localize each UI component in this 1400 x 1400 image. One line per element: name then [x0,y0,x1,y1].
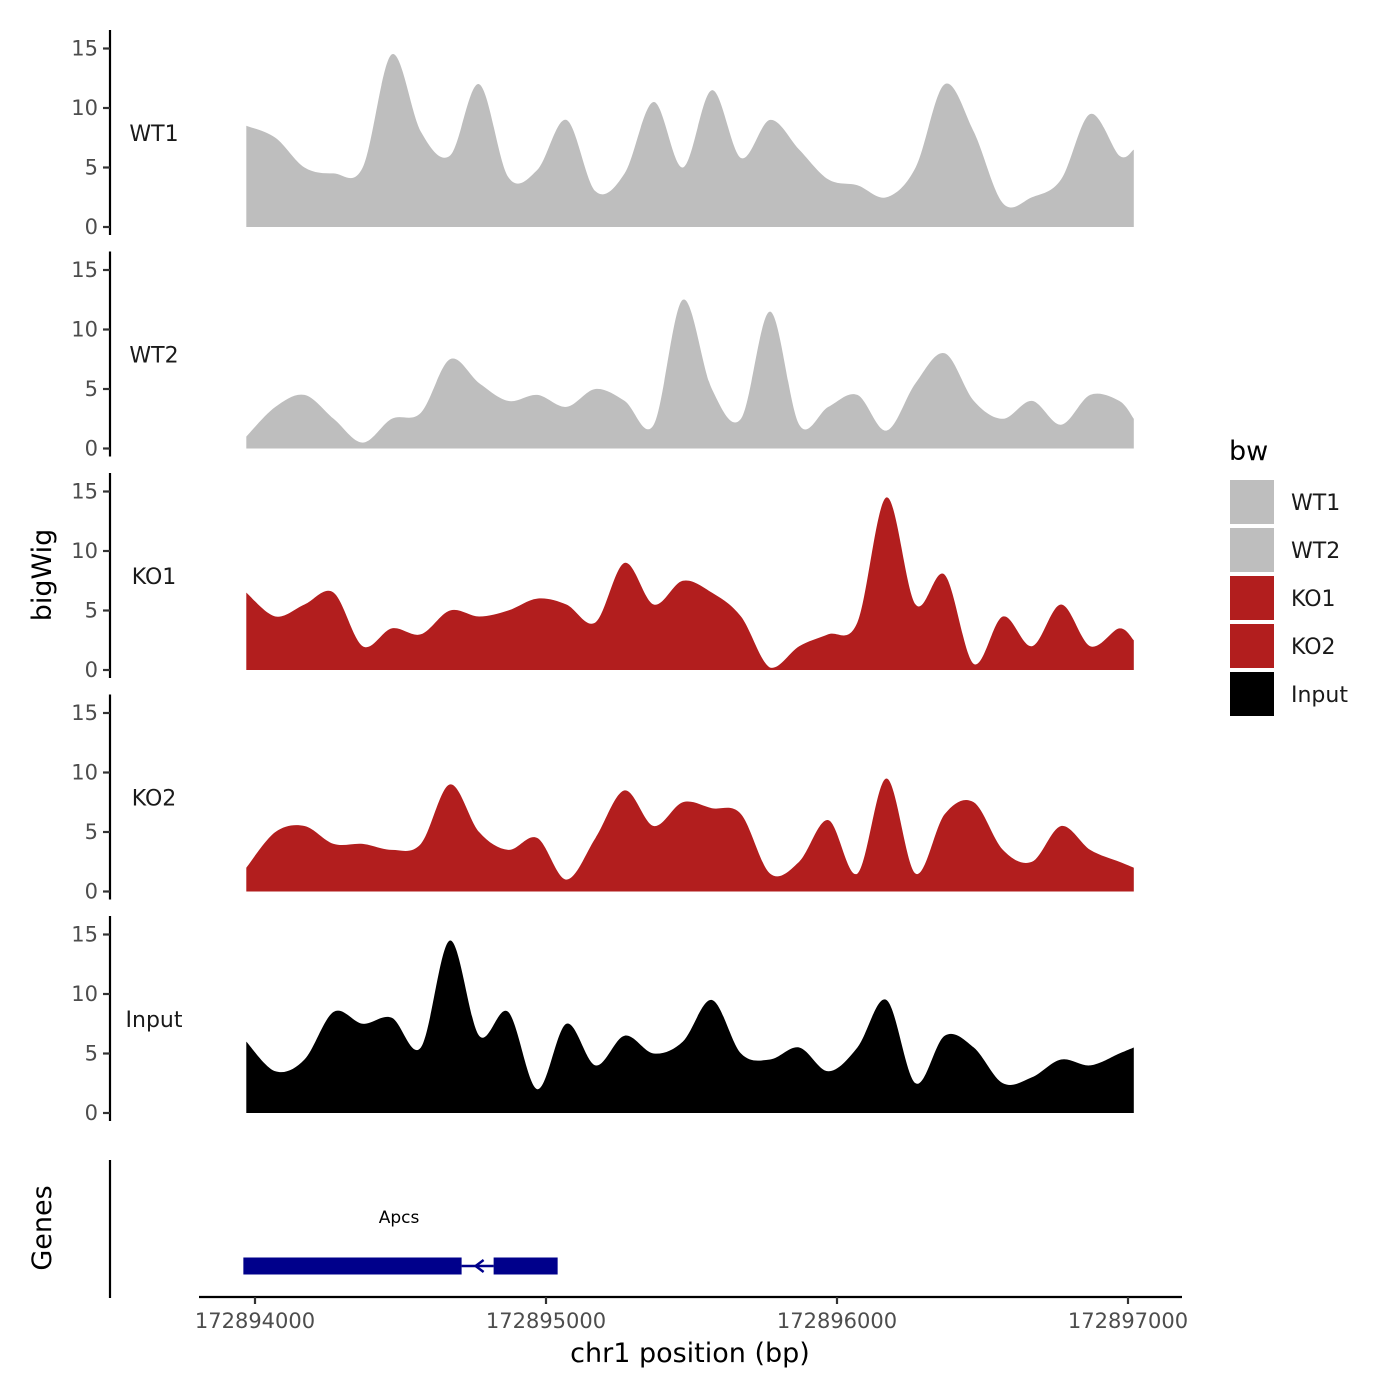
x-tick-label: 172896000 [777,1309,897,1333]
y-tick-label: 10 [71,539,98,563]
y-tick-label: 15 [71,923,98,947]
y-tick-label: 10 [71,982,98,1006]
y-tick-label: 15 [71,37,98,61]
y-tick-label: 5 [85,820,98,844]
y-tick-label: 0 [85,215,98,239]
y-tick-label: 0 [85,658,98,682]
y-tick-label: 5 [85,1042,98,1066]
gene-exon [493,1257,558,1275]
genes-track-label: Genes [27,1185,58,1270]
legend-label-ko1: KO1 [1291,587,1336,612]
legend-label-input: Input [1291,683,1348,708]
y-tick-label: 10 [71,761,98,785]
track-label: KO1 [132,565,177,590]
track-label: WT1 [129,122,178,147]
x-axis: 172894000 172895000 172896000 172897000 [195,1295,1188,1333]
legend-key-wt1 [1230,480,1274,524]
track-label: Input [126,1008,183,1033]
y-tick-label: 0 [85,880,98,904]
legend-label-wt1: WT1 [1291,491,1340,516]
legend-label-wt2: WT2 [1291,539,1340,564]
y-tick-label: 10 [71,96,98,120]
legend-key-ko1 [1230,576,1274,620]
track-ko1: 0 5 10 15 KO1 [71,473,1134,682]
y-tick-label: 15 [71,701,98,725]
track-label: WT2 [129,344,178,369]
track-area-ko2 [246,778,1134,892]
x-tick-label: 172897000 [1068,1309,1188,1333]
genes-track [108,1160,558,1298]
x-tick-label: 172895000 [486,1309,606,1333]
track-area-ko1 [246,497,1134,670]
y-tick-label: 5 [85,377,98,401]
track-wt2: 0 5 10 15 WT2 [71,251,1134,461]
legend-key-ko2 [1230,624,1274,668]
legend-key-wt2 [1230,528,1274,572]
track-input: 0 5 10 15 Input [71,916,1134,1125]
y-tick-label: 10 [71,318,98,342]
track-label: KO2 [132,787,177,812]
track-area-wt2 [246,299,1134,449]
legend: WT1 WT2 KO1 KO2 Input [1230,480,1348,716]
y-tick-label: 15 [71,258,98,282]
track-wt1: 0 5 10 15 WT1 [71,30,1134,239]
y-tick-label: 5 [85,599,98,623]
track-area-input [246,940,1134,1113]
x-tick-label: 172894000 [195,1309,315,1333]
y-tick-label: 0 [85,437,98,461]
gene-strand-arrow [473,1259,485,1273]
track-ko2: 0 5 10 15 KO2 [71,694,1134,904]
gene-exon [243,1257,462,1275]
y-tick-label: 0 [85,1101,98,1125]
legend-title: bw [1229,436,1268,467]
tracks-layer: 0 5 10 15 WT1 0 5 10 15 WT2 0 5 10 15 KO1 0 5 10 15 KO2 0 5 10… [71,30,1134,1125]
y-tick-label: 5 [85,156,98,180]
y-axis-title: bigWig [27,529,58,622]
legend-label-ko2: KO2 [1291,635,1336,660]
track-area-wt1 [246,54,1134,228]
legend-key-input [1230,672,1274,716]
gene-name-label: Apcs [379,1208,420,1228]
x-axis-title: chr1 position (bp) [570,1338,810,1369]
y-tick-label: 15 [71,480,98,504]
